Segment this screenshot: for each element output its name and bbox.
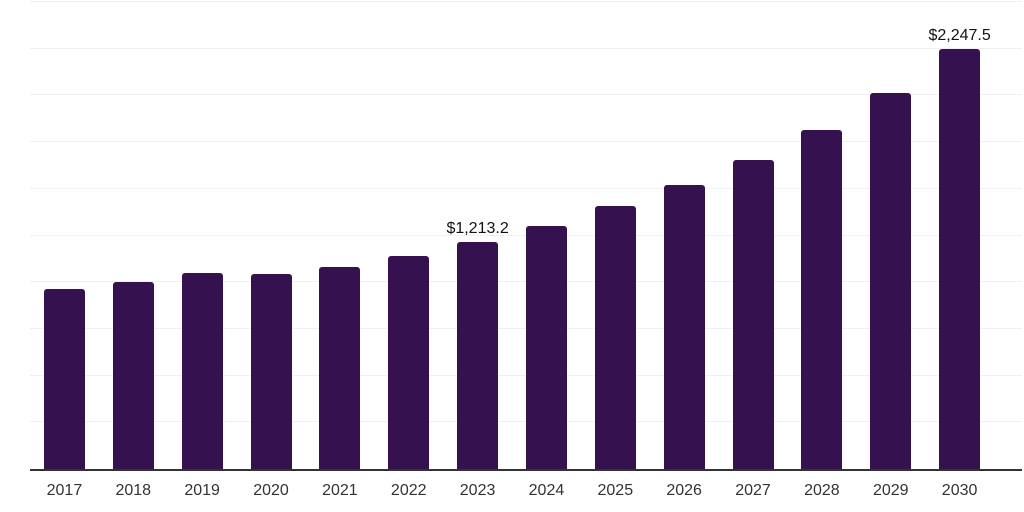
bars-row: $1,213.2 $2,247.5	[30, 2, 994, 469]
x-axis-tick-label: 2026	[666, 482, 702, 499]
bar-2023[interactable]	[457, 242, 499, 469]
bar-2027[interactable]	[732, 159, 774, 469]
bar-2026[interactable]	[663, 185, 705, 469]
gridline	[30, 1, 1022, 2]
gridline	[30, 141, 1022, 143]
bar-band	[374, 2, 443, 469]
bar-2020[interactable]	[250, 274, 292, 469]
bar-2022[interactable]	[388, 255, 430, 469]
bar-band	[512, 2, 581, 469]
x-axis-tick-label: 2025	[597, 482, 634, 499]
bar-2017[interactable]	[43, 289, 85, 469]
bar-2029[interactable]	[870, 93, 912, 469]
bar-band	[719, 2, 788, 469]
bar-band	[856, 2, 925, 469]
x-axis-tick-label: 2023	[459, 482, 496, 499]
bar-2024[interactable]	[525, 225, 567, 469]
bar-band	[305, 2, 374, 469]
x-axis-tick-label: 2024	[528, 482, 565, 499]
bar-band: $2,247.5	[925, 2, 994, 469]
bar-band	[30, 2, 99, 469]
x-axis-tick-label: 2027	[735, 482, 771, 499]
x-axis-tick-label: 2029	[872, 482, 909, 499]
bar-value-label: $2,247.5	[928, 27, 991, 45]
x-axis-tick-label: 2030	[941, 482, 978, 499]
gridline	[30, 94, 1022, 96]
x-axis-tick-label: 2018	[115, 482, 152, 499]
bar-band	[581, 2, 650, 469]
gridline	[30, 187, 1022, 189]
x-axis-tick-labels: 2017 2018 2019 2020 2021 2022 2023 2024 2025 2026…	[30, 482, 994, 500]
bar-value-label: $1,213.2	[446, 220, 509, 238]
x-axis-tick-label: 2019	[184, 482, 220, 499]
bar-2028[interactable]	[801, 129, 843, 469]
x-axis-tick-label: 2021	[322, 482, 358, 499]
gridline	[30, 47, 1022, 49]
bar-band	[99, 2, 168, 469]
bar-2018[interactable]	[112, 282, 154, 469]
bar-2025[interactable]	[594, 206, 636, 469]
x-axis-tick-label: 2028	[804, 482, 840, 499]
bar-2021[interactable]	[319, 267, 361, 469]
bar-2030[interactable]	[939, 49, 981, 469]
bar-band: $1,213.2	[443, 2, 512, 469]
bar-band	[237, 2, 306, 469]
x-axis-tick-label: 2017	[46, 482, 83, 499]
bar-band	[787, 2, 856, 469]
x-axis-tick-label: 2022	[390, 482, 427, 499]
bar-band	[168, 2, 237, 469]
bar-2019[interactable]	[181, 273, 223, 469]
x-axis-line	[30, 469, 1022, 471]
plot-area: $1,213.2 $2,247.5	[30, 1, 1022, 471]
bar-band	[650, 2, 719, 469]
x-axis-tick-label: 2020	[253, 482, 289, 499]
